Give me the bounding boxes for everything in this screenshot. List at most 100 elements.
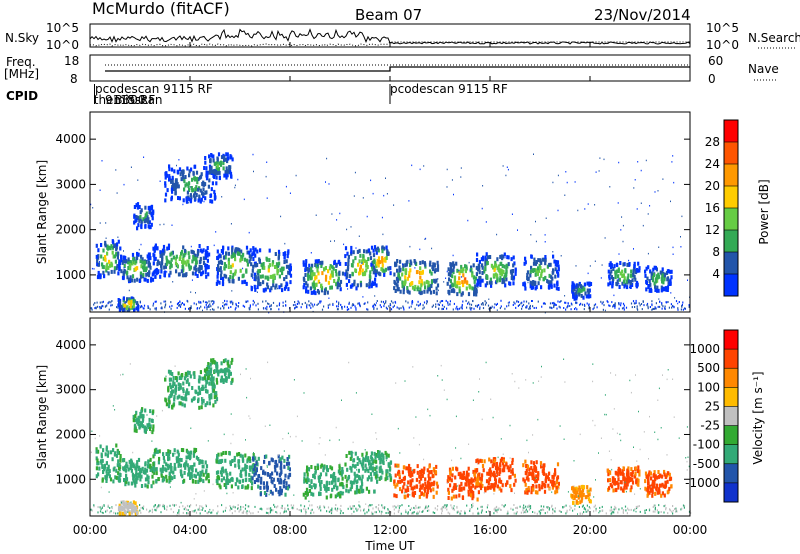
ground-scatter-pixel: [688, 305, 690, 308]
scatter-pixel: [662, 280, 665, 285]
scatter-pixel: [481, 484, 484, 488]
scatter-pixel: [246, 459, 249, 464]
scatter-pixel: [228, 364, 231, 369]
scatter-pixel: [490, 283, 493, 288]
scatter-pixel: [324, 288, 327, 293]
scatter-pixel: [145, 259, 148, 264]
ground-scatter-pixel: [441, 308, 443, 311]
scatter-pixel: [120, 254, 123, 259]
scatter-pixel: [661, 279, 664, 284]
noise-pixel: [252, 153, 254, 156]
scatter-pixel: [100, 254, 103, 259]
noise-pixel: [382, 233, 384, 236]
ground-scatter-pixel: [654, 306, 656, 309]
scatter-pixel: [406, 485, 409, 490]
ground-scatter-pixel: [551, 504, 553, 507]
ground-scatter-pixel: [253, 301, 255, 304]
ground-scatter-pixel: [348, 303, 350, 305]
scatter-pixel: [140, 414, 143, 419]
noise-pixel: [350, 226, 352, 228]
scatter-pixel: [244, 471, 248, 476]
ground-scatter-pixel: [308, 304, 310, 307]
scatter-pixel: [278, 473, 281, 478]
scatter-pixel: [434, 470, 437, 475]
scatter-pixel: [195, 455, 198, 460]
ground-scatter-pixel: [381, 510, 383, 513]
cpid-panel: CPID pcodescan 9115 RFthemisscan91153300…: [6, 82, 508, 107]
noise-pixel: [557, 209, 559, 212]
scatter-pixel: [210, 367, 213, 372]
scatter-pixel: [486, 261, 489, 266]
ground-scatter-pixel: [408, 505, 410, 507]
scatter-pixel: [492, 265, 495, 270]
scatter-pixel: [607, 269, 610, 274]
scatter-pixel: [476, 282, 479, 287]
noise-pixel: [637, 161, 639, 163]
scatter-pixel: [661, 276, 664, 281]
scatter-pixel: [187, 391, 190, 396]
scatter-pixel: [370, 477, 373, 481]
scatter-pixel: [144, 223, 147, 228]
ground-scatter-pixel: [455, 307, 457, 310]
scatter-pixel: [254, 253, 257, 258]
ground-scatter-pixel: [294, 307, 296, 309]
scatter-pixel: [164, 397, 167, 402]
scatter-pixel: [177, 184, 180, 189]
scatter-pixel: [529, 284, 532, 289]
noise-pixel: [198, 271, 200, 274]
scatter-pixel: [208, 154, 211, 159]
scatter-pixel: [436, 484, 439, 489]
noise-pixel: [191, 279, 193, 281]
scatter-pixel: [194, 474, 197, 479]
scatter-pixel: [555, 286, 558, 291]
ground-scatter-pixel: [257, 308, 259, 311]
scatter-pixel: [436, 264, 440, 269]
scatter-pixel: [621, 274, 624, 278]
scatter-pixel: [361, 268, 364, 273]
ground-scatter-pixel: [232, 301, 234, 304]
scatter-pixel: [168, 273, 171, 278]
scatter-pixel: [218, 253, 221, 258]
ground-scatter-pixel: [294, 303, 296, 306]
scatter-pixel: [258, 269, 261, 273]
scatter-pixel: [365, 268, 368, 273]
scatter-pixel: [324, 485, 327, 490]
scatter-pixel: [670, 269, 673, 274]
scatter-pixel: [347, 489, 350, 494]
ground-scatter-pixel: [373, 308, 375, 311]
scatter-pixel: [382, 258, 386, 263]
scatter-pixel: [505, 462, 508, 467]
scatter-pixel: [423, 281, 426, 286]
scatter-pixel: [217, 260, 221, 265]
scatter-pixel: [104, 452, 107, 457]
noise-pixel: [629, 286, 630, 288]
ground-scatter-pixel: [677, 308, 679, 311]
noise-pixel: [419, 248, 421, 251]
scatter-pixel: [183, 396, 186, 401]
scatter-pixel: [131, 305, 134, 310]
ground-scatter-pixel: [382, 506, 384, 509]
noise-pixel: [234, 186, 236, 189]
scatter-pixel: [611, 281, 614, 286]
ground-scatter-pixel: [543, 302, 546, 305]
scatter-pixel: [653, 265, 656, 270]
ground-scatter-pixel: [178, 303, 180, 306]
scatter-pixel: [152, 454, 155, 459]
scatter-pixel: [216, 274, 219, 279]
ground-scatter-pixel: [276, 304, 278, 307]
scatter-pixel: [200, 272, 203, 277]
noise-pixel: [276, 254, 278, 256]
noise-pixel: [190, 245, 192, 248]
scatter-pixel: [360, 478, 363, 483]
scatter-pixel: [191, 188, 195, 193]
ground-scatter-pixel: [441, 506, 444, 509]
ground-scatter-pixel: [494, 507, 496, 510]
freq-top-tick: 18: [64, 54, 79, 68]
ground-scatter-pixel: [379, 510, 381, 513]
scatter-pixel: [556, 269, 559, 274]
ground-scatter-pixel: [200, 301, 202, 304]
scatter-pixel: [132, 260, 135, 265]
ground-scatter-pixel: [654, 508, 656, 511]
scatter-pixel: [451, 274, 454, 279]
ground-scatter-pixel: [612, 305, 614, 308]
